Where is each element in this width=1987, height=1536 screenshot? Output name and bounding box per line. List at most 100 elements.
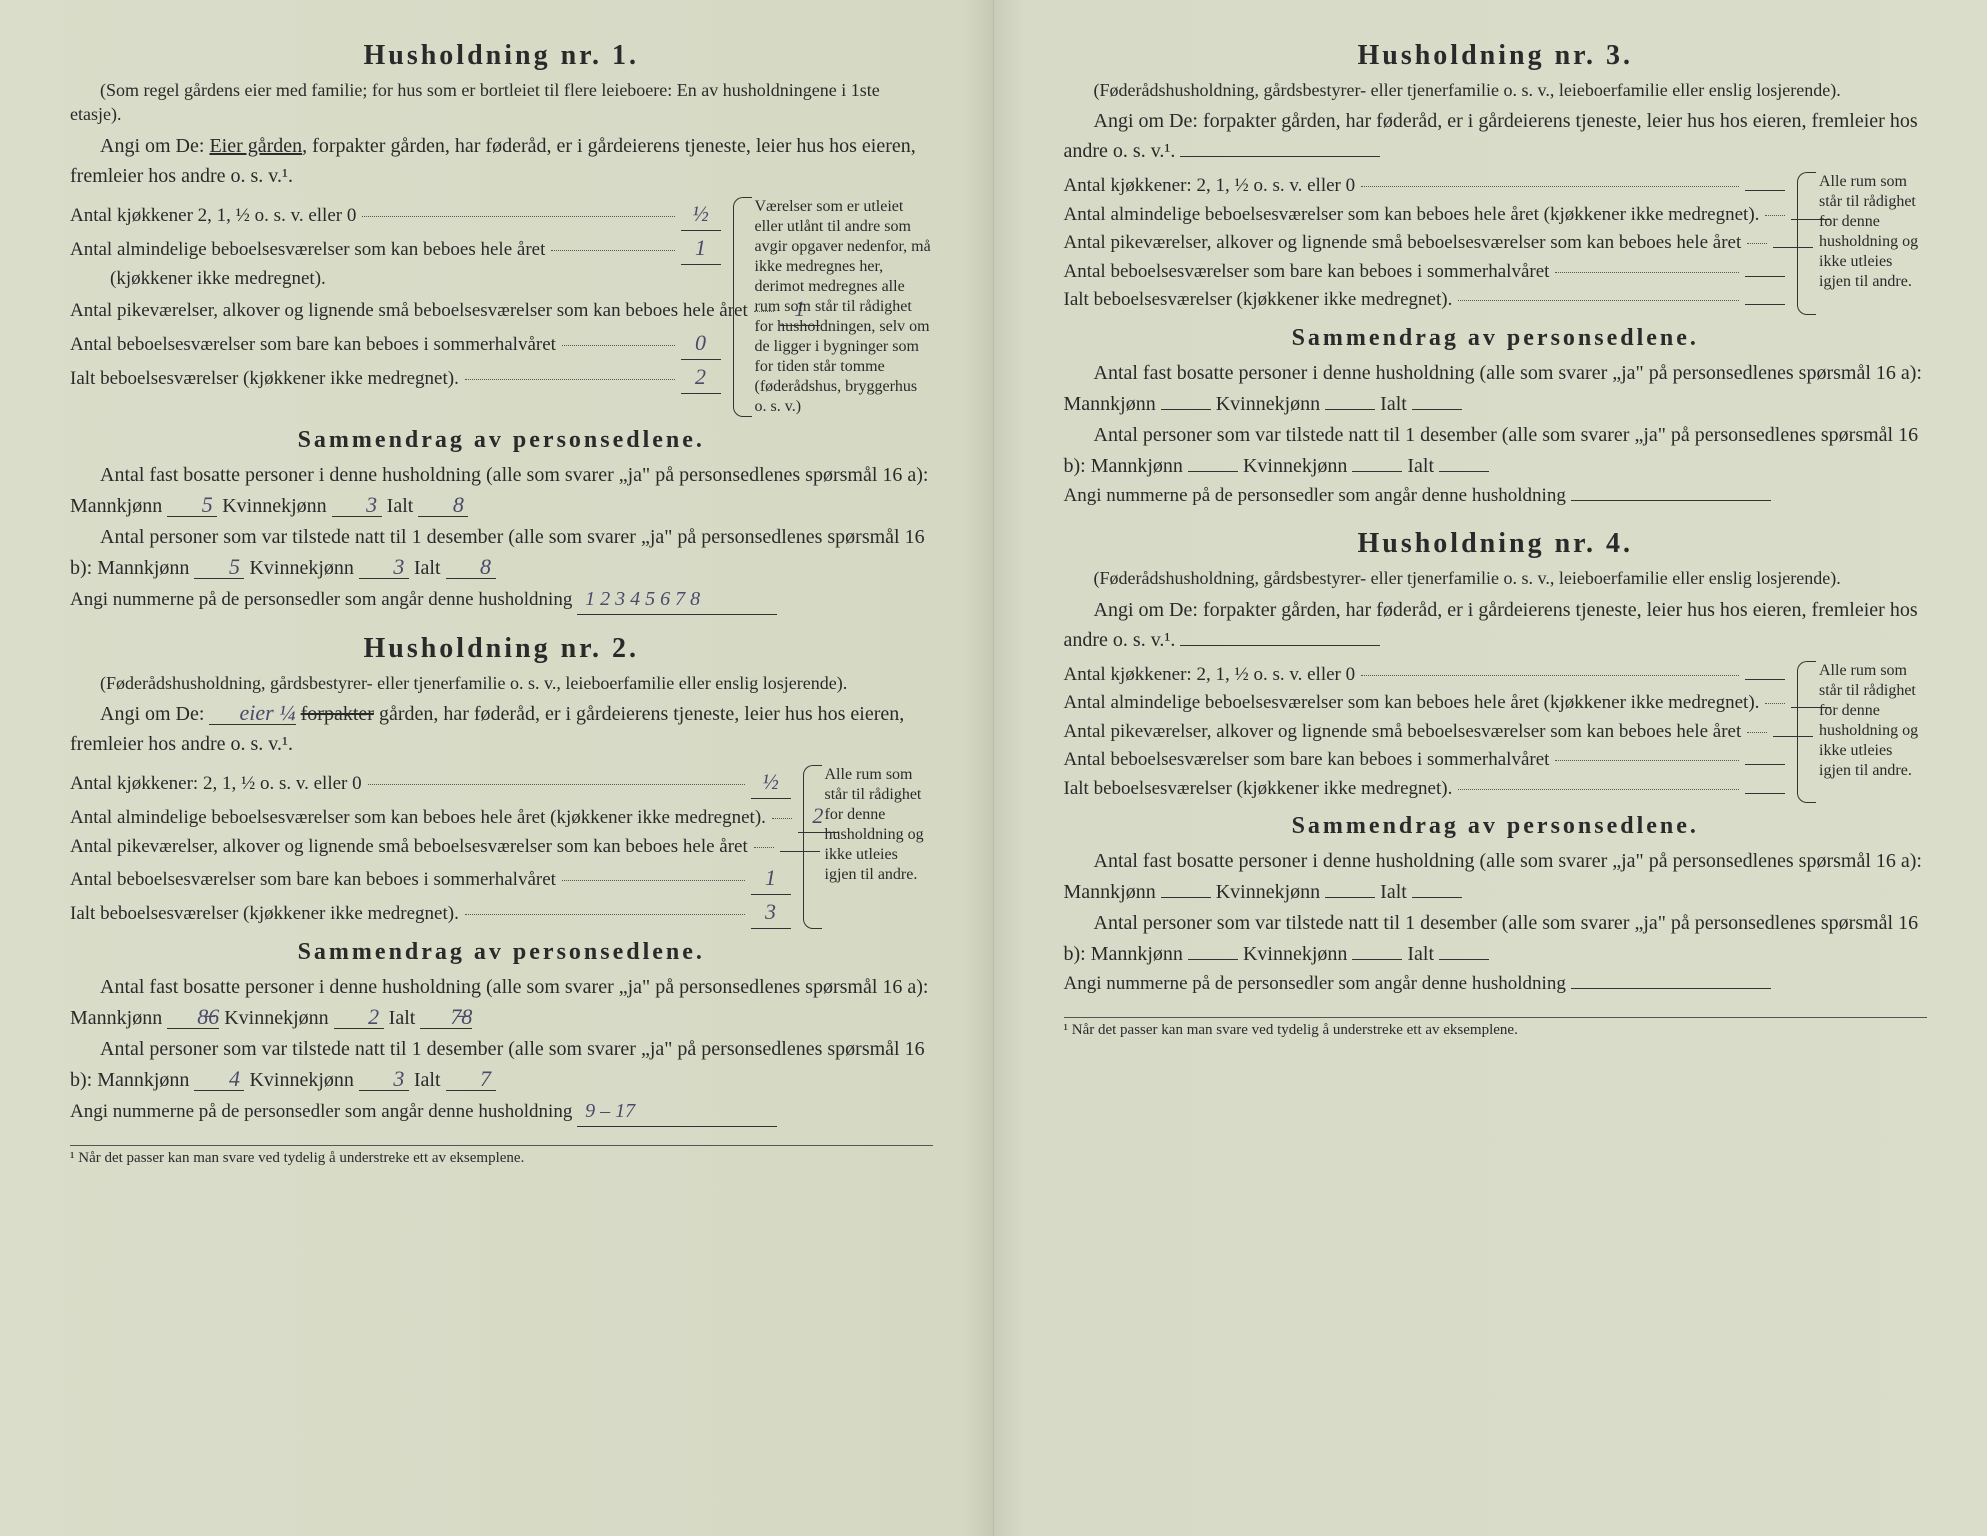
hh2-nummer-val: 9 – 17 [577,1096,777,1127]
hh2-angi-strike: forpakter [301,703,374,725]
hh1-room-2-label: Antal pikeværelser, alkover og lignende … [70,297,748,326]
hh1-room-3: Antal beboelsesværelser som bare kan beb… [70,326,721,360]
hh1-angi: Angi om De: Eier gården, forpakter gårde… [70,131,933,191]
hh3-room-0-val [1745,190,1785,191]
hh4-nummer-val [1571,988,1771,989]
hh1-fast-line: Antal fast bosatte personer i denne hush… [70,460,933,522]
hh4-room-3: Antal beboelsesværelser som bare kan beb… [1064,746,1786,775]
hh3-room-lines: Antal kjøkkener: 2, 1, ½ o. s. v. eller … [1064,172,1786,315]
hh1-room-4-label: Ialt beboelsesværelser (kjøkkener ikke m… [70,365,459,394]
hh4-title: Husholdning nr. 4. [1064,528,1928,560]
hh1-summary-title: Sammendrag av personsedlene. [70,427,933,454]
hh3-fast-k [1325,409,1375,410]
hh2-room-1-label: Antal almindelige beboelsesværelser som … [70,804,766,833]
hh1-angi-underlined: Eier gården [209,135,302,157]
dots [754,847,774,848]
hh2-fast-ialt: 7̶8 [420,1006,472,1029]
hh3-room-section: Antal kjøkkener: 2, 1, ½ o. s. v. eller … [1064,172,1928,315]
dots [772,818,792,819]
hh3-angi: Angi om De: forpakter gården, har føderå… [1064,106,1928,166]
hh4-til-text: Antal personer som var tilstede natt til… [1064,912,1919,965]
hh2-room-1: Antal almindelige beboelsesværelser som … [70,799,791,833]
hh1-ialt-label: Ialt [387,495,414,517]
hh3-ialt-label: Ialt [1380,393,1407,415]
hh4-fast-k-label: Kvinnekjønn [1216,881,1320,903]
hh4-nummer-label: Angi nummerne på de personsedler som ang… [1064,973,1566,994]
hh3-til-text: Antal personer som var tilstede natt til… [1064,424,1919,477]
hh1-nummer-label: Angi nummerne på de personsedler som ang… [70,589,572,610]
hh1-til-ialt: 8 [446,556,496,579]
hh4-room-2: Antal pikeværelser, alkover og lignende … [1064,718,1786,747]
dots [1765,703,1785,704]
hh1-room-1-label: Antal almindelige beboelsesværelser som … [70,236,545,265]
hh3-fast-m [1161,409,1211,410]
right-page: Husholdning nr. 3. (Føderådshusholdning,… [994,0,1987,1536]
dots [1765,215,1785,216]
hh1-nummer: Angi nummerne på de personsedler som ang… [70,584,933,615]
hh1-room-3-label: Antal beboelsesværelser som bare kan beb… [70,331,556,360]
hh3-room-2-label: Antal pikeværelser, alkover og lignende … [1064,229,1742,258]
hh4-room-4: Ialt beboelsesværelser (kjøkkener ikke m… [1064,775,1786,804]
hh1-room-0-label: Antal kjøkkener 2, 1, ½ o. s. v. eller 0 [70,202,356,231]
hh2-room-3: Antal beboelsesværelser som bare kan beb… [70,861,791,895]
hh3-til-ialt-label: Ialt [1407,455,1434,477]
hh4-angi-blank [1180,645,1380,646]
hh4-subnote: (Føderådshusholdning, gårdsbestyrer- ell… [1064,566,1928,590]
hh2-angi-written: eier ¼ [209,702,295,725]
hh4-summary-title: Sammendrag av personsedlene. [1064,813,1928,840]
hh1-til-m: 5 [194,556,244,579]
hh3-room-0: Antal kjøkkener: 2, 1, ½ o. s. v. eller … [1064,172,1786,201]
hh4-room-3-label: Antal beboelsesværelser som bare kan beb… [1064,746,1550,775]
hh4-room-lines: Antal kjøkkener: 2, 1, ½ o. s. v. eller … [1064,661,1786,804]
hh3-til-line: Antal personer som var tilstede natt til… [1064,420,1928,482]
hh1-side-note: Værelser som er utleiet eller utlånt til… [733,197,933,417]
hh3-summary-title: Sammendrag av personsedlene. [1064,325,1928,352]
hh2-til-line: Antal personer som var tilstede natt til… [70,1034,933,1096]
hh1-room-section: Antal kjøkkener 2, 1, ½ o. s. v. eller 0… [70,197,933,417]
dots [1555,272,1739,273]
hh3-room-4: Ialt beboelsesværelser (kjøkkener ikke m… [1064,286,1786,315]
left-footnote: ¹ Når det passer kan man svare ved tydel… [70,1145,933,1167]
hh1-room-4-val: 2 [681,360,721,394]
hh3-side-note-text: Alle rum som står til rådighet for denne… [1809,172,1927,292]
hh3-subnote: (Føderådshusholdning, gårdsbestyrer- ell… [1064,78,1928,102]
hh3-til-k-label: Kvinnekjønn [1243,455,1347,477]
hh2-room-3-val: 1 [751,861,791,895]
hh4-room-0-label: Antal kjøkkener: 2, 1, ½ o. s. v. eller … [1064,661,1356,690]
hh2-fast-k: 2 [334,1006,384,1029]
hh1-til-line: Antal personer som var tilstede natt til… [70,522,933,584]
hh3-room-4-label: Ialt beboelsesværelser (kjøkkener ikke m… [1064,286,1453,315]
hh4-room-2-label: Antal pikeværelser, alkover og lignende … [1064,718,1742,747]
dots [1747,243,1767,244]
hh4-fast-k [1325,897,1375,898]
hh2-angi: Angi om De: eier ¼ forpakter gården, har… [70,699,933,759]
hh4-til-line: Antal personer som var tilstede natt til… [1064,908,1928,970]
hh1-nummer-val: 1 2 3 4 5 6 7 8 [577,584,777,615]
hh1-room-4: Ialt beboelsesværelser (kjøkkener ikke m… [70,360,721,394]
hh4-til-ialt [1439,959,1489,960]
hh2-til-ialt-label: Ialt [414,1069,441,1091]
hh2-room-2-label: Antal pikeværelser, alkover og lignende … [70,833,748,862]
hh2-fast-m: 8̶6 [167,1006,219,1029]
hh4-room-4-label: Ialt beboelsesværelser (kjøkkener ikke m… [1064,775,1453,804]
household-3: Husholdning nr. 3. (Føderådshusholdning,… [1064,40,1928,510]
hh1-room-1-sublabel: (kjøkkener ikke medregnet). [70,265,721,293]
hh1-fast-k-label: Kvinnekjønn [222,495,326,517]
hh1-room-2: Antal pikeværelser, alkover og lignende … [70,292,721,326]
hh4-til-m [1188,959,1238,960]
hh2-side-note-text: Alle rum som står til rådighet for denne… [815,765,933,885]
hh3-fast-text: Antal fast bosatte personer i denne hush… [1064,362,1923,415]
hh4-ialt-label: Ialt [1380,881,1407,903]
hh4-til-ialt-label: Ialt [1407,943,1434,965]
hh1-room-3-val: 0 [681,326,721,360]
household-4: Husholdning nr. 4. (Føderådshusholdning,… [1064,528,1928,998]
hh4-room-section: Antal kjøkkener: 2, 1, ½ o. s. v. eller … [1064,661,1928,804]
hh3-room-4-val [1745,304,1785,305]
household-2: Husholdning nr. 2. (Føderådshusholdning,… [70,633,933,1128]
hh4-angi-prefix: Angi om De: [1094,599,1198,621]
hh3-nummer-label: Angi nummerne på de personsedler som ang… [1064,485,1566,506]
dots [1747,732,1767,733]
hh4-fast-text: Antal fast bosatte personer i denne hush… [1064,850,1923,903]
hh4-side-note: Alle rum som står til rådighet for denne… [1797,661,1927,804]
hh2-til-k-label: Kvinnekjønn [249,1069,353,1091]
